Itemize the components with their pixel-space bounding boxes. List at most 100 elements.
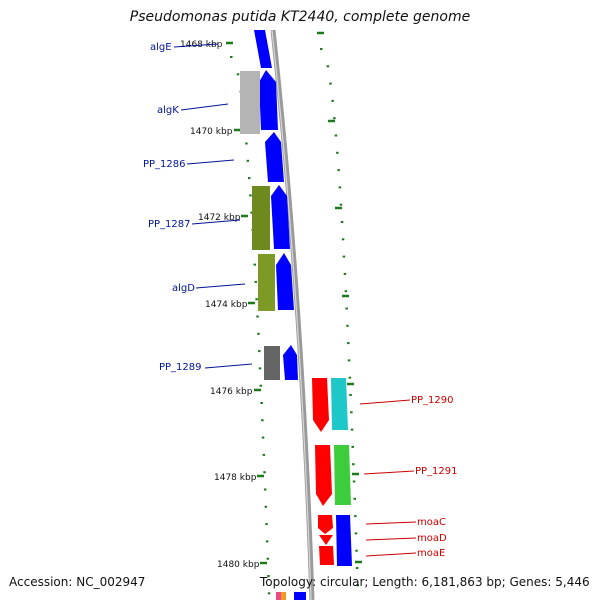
gene-track-inner <box>254 30 298 380</box>
label-PP_1287[interactable]: PP_1287 <box>148 219 191 230</box>
gene-algD[interactable] <box>276 253 294 310</box>
track-dot <box>347 359 351 362</box>
gene-PP_1286[interactable] <box>265 132 284 182</box>
map-title: Pseudomonas putida KT2440, complete geno… <box>129 9 471 25</box>
track-dot <box>329 82 332 85</box>
track-dot <box>246 159 250 162</box>
track-dot <box>255 298 258 301</box>
label-algK[interactable]: algK <box>157 105 179 116</box>
track-dot <box>267 575 270 577</box>
track-dot <box>350 428 354 431</box>
gene-moaC[interactable] <box>318 515 333 534</box>
label-moaE[interactable]: moaE <box>417 548 445 559</box>
track-dot <box>336 151 339 154</box>
gene-track-right <box>312 378 352 566</box>
track-dot <box>264 505 268 508</box>
accession-text: Accession: NC_002947 <box>9 575 146 589</box>
gene-moaD[interactable] <box>319 535 333 545</box>
track-dot <box>354 515 357 518</box>
leader-algE <box>173 43 219 48</box>
track-dot <box>331 99 334 102</box>
track-dot <box>263 488 267 491</box>
track-dot <box>347 342 350 345</box>
track-dot <box>356 584 359 587</box>
track-dot <box>344 290 348 293</box>
tick-label: 1480 kbp <box>217 560 260 570</box>
track-dot <box>261 419 264 422</box>
track-dot <box>262 453 266 456</box>
gene-PP_1291[interactable] <box>315 445 332 506</box>
label-moaC[interactable]: moaC <box>417 517 446 528</box>
label-PP_1291[interactable]: PP_1291 <box>415 466 458 477</box>
tick-label: 1472 kbp <box>198 213 241 223</box>
track-dot <box>258 350 261 353</box>
track-dot <box>355 567 359 569</box>
gene-algD-partner[interactable] <box>258 254 275 311</box>
track-dot <box>320 48 323 50</box>
gene-PP_1291-partner[interactable] <box>334 445 351 505</box>
track-dot <box>326 65 330 68</box>
gene-algK-partner[interactable] <box>240 71 260 134</box>
track-dot <box>257 332 260 335</box>
track-dot <box>339 203 343 206</box>
track-dot <box>260 402 263 404</box>
track-dot <box>343 272 347 275</box>
gene-moaE[interactable] <box>319 546 334 565</box>
gene-PP_1290[interactable] <box>312 378 329 432</box>
track-dot <box>349 394 352 396</box>
track-dot <box>351 445 354 448</box>
right-track-dots <box>320 48 359 587</box>
right-labels: PP_1290 PP_1291 moaC moaD moaE <box>359 395 458 559</box>
gene-moa-partner[interactable] <box>336 515 352 566</box>
tick-marks <box>226 31 362 565</box>
label-moaD[interactable]: moaD <box>417 533 447 544</box>
track-dot <box>267 592 271 595</box>
left-labels: algE algK PP_1286 PP_1287 algD PP_1289 <box>143 42 253 373</box>
track-dot <box>236 73 240 76</box>
label-PP_1286[interactable]: PP_1286 <box>143 159 186 170</box>
track-dot <box>265 540 269 543</box>
leader-PP_1289 <box>204 363 253 369</box>
summary-text: Topology: circular; Length: 6,181,863 bp… <box>260 575 590 589</box>
gene-algE[interactable] <box>254 30 272 68</box>
gene-PP_1290-partner[interactable] <box>331 378 348 430</box>
leader-algD <box>195 283 246 289</box>
label-algE[interactable]: algE <box>150 42 172 53</box>
track-dot <box>249 194 252 197</box>
track-dot <box>253 263 256 266</box>
track-dot <box>353 497 356 500</box>
track-dot <box>341 238 345 241</box>
tick-label: 1474 kbp <box>205 300 248 310</box>
gene-PP_1287[interactable] <box>271 185 290 249</box>
leader-moaD <box>365 537 417 541</box>
track-dot <box>230 56 233 58</box>
label-PP_1290[interactable]: PP_1290 <box>411 395 454 406</box>
label-PP_1289[interactable]: PP_1289 <box>159 362 202 373</box>
track-dot <box>334 134 338 137</box>
gene-PP_1289-partner[interactable] <box>264 346 280 380</box>
track-dot <box>355 549 358 552</box>
left-track-dots <box>230 56 271 595</box>
track-dot <box>248 177 251 180</box>
track-dot <box>345 307 348 310</box>
label-algD[interactable]: algD <box>172 283 195 294</box>
genome-backbone <box>270 29 315 600</box>
track-dot <box>354 532 358 535</box>
gene-PP_1289[interactable] <box>283 345 298 380</box>
leader-moaC <box>365 521 417 525</box>
leader-PP_1291 <box>363 470 415 475</box>
track-dot <box>265 523 268 526</box>
leader-PP_1287 <box>191 219 241 225</box>
gene-PP_1287-partner[interactable] <box>252 186 270 250</box>
gene-track-outer-left <box>240 71 280 380</box>
track-dot <box>250 211 253 214</box>
track-dot <box>245 142 248 145</box>
genome-backbone-highlight <box>271 29 312 600</box>
tick-label: 1478 kbp <box>214 473 257 483</box>
tick-label: 1470 kbp <box>190 127 233 137</box>
track-dot <box>266 557 270 560</box>
gene-algK[interactable] <box>259 70 278 130</box>
track-dot <box>352 463 355 466</box>
